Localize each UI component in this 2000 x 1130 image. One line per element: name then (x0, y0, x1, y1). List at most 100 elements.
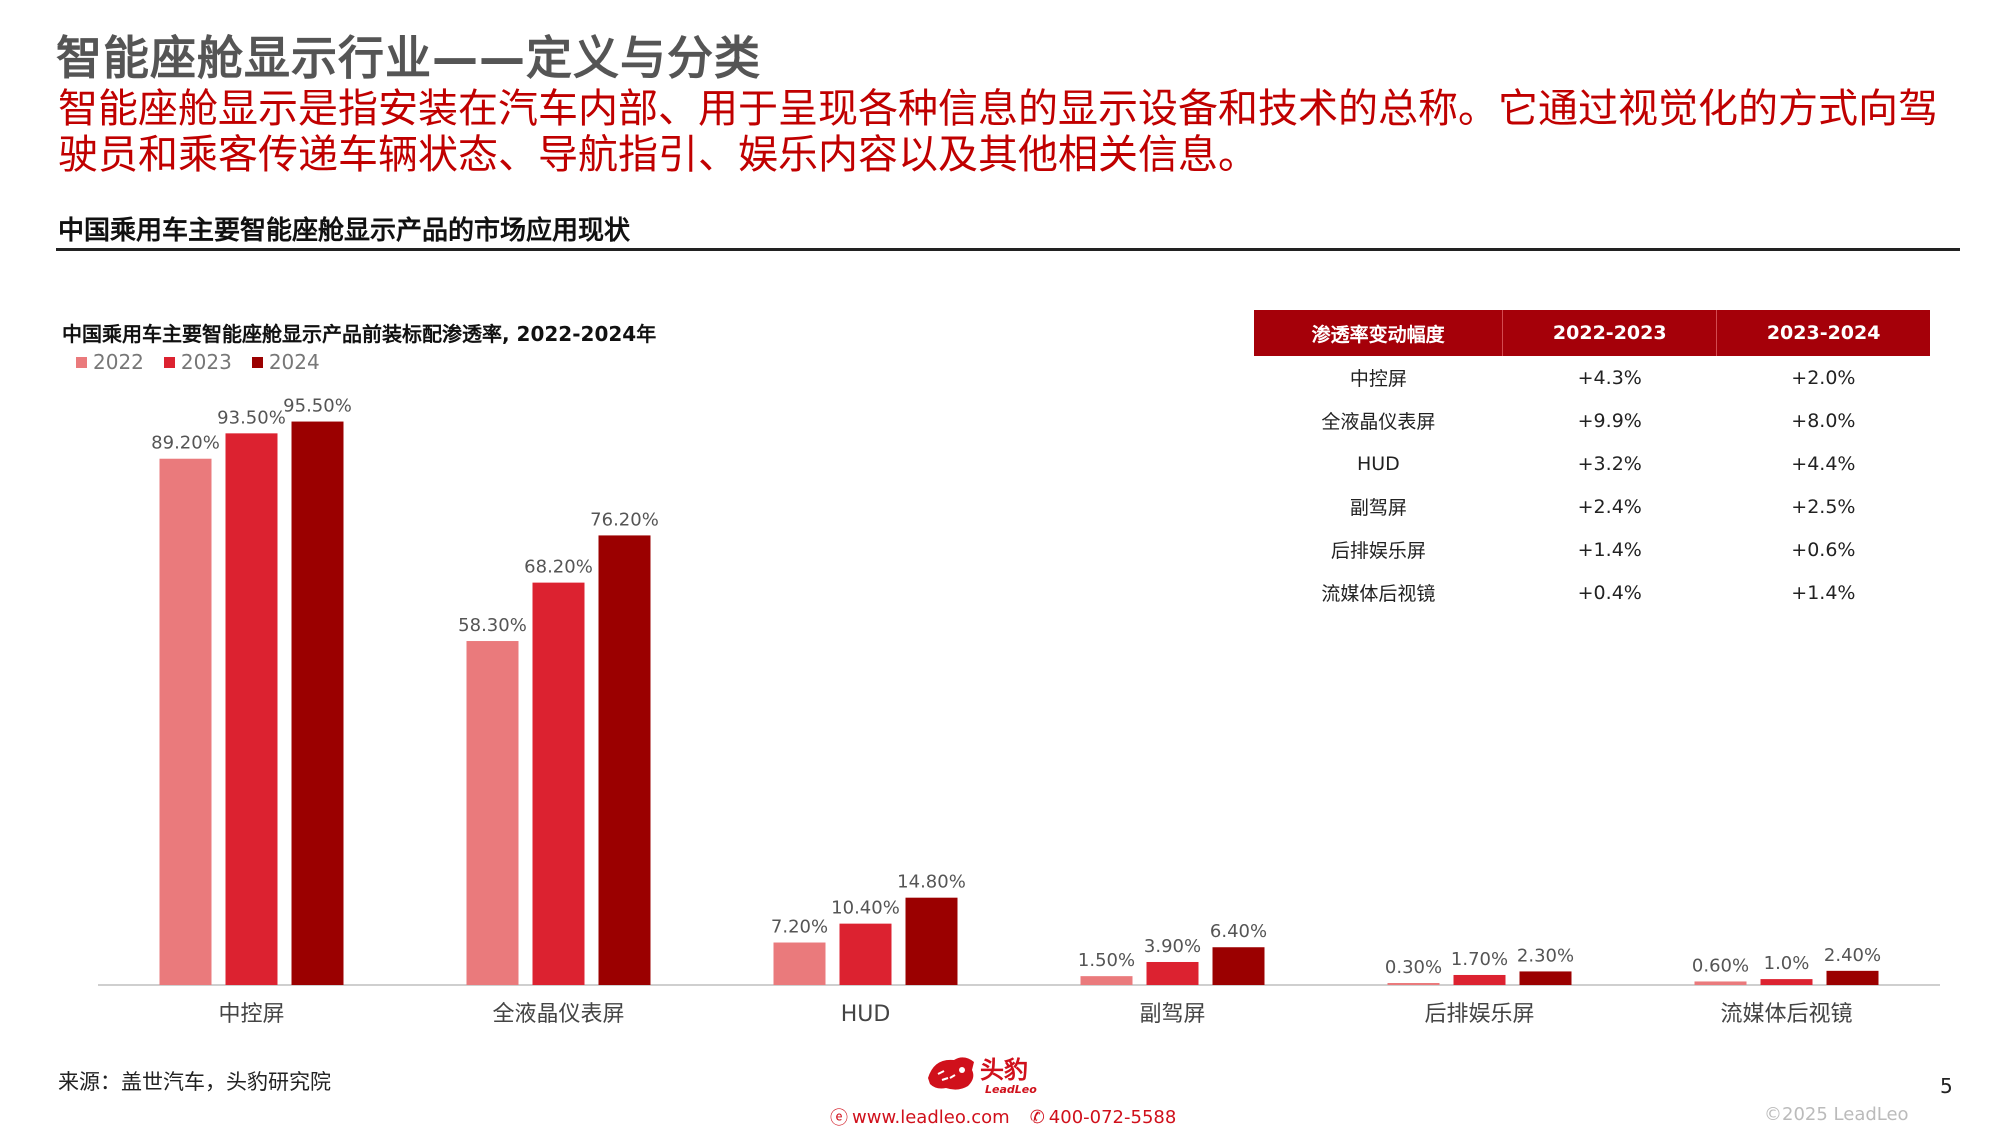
data-label: 1.50% (1078, 950, 1135, 971)
table-header-row: 渗透率变动幅度 2022-2023 2023-2024 (1254, 310, 1930, 356)
table-cell: 流媒体后视镜 (1321, 583, 1436, 605)
data-label: 10.40% (831, 898, 900, 919)
table-row: 后排娱乐屏 +1.4% +0.6% (1254, 528, 1930, 571)
table-cell: +9.9% (1577, 409, 1642, 432)
source-note: 来源：盖世汽车，头豹研究院 (58, 1070, 331, 1094)
data-label: 7.20% (771, 917, 828, 938)
x-tick-label: HUD (841, 1002, 891, 1027)
legend-item-2023: 2023 (163, 350, 232, 374)
bar-2023 (1453, 974, 1506, 985)
legend-swatch-2022 (76, 356, 87, 368)
page-title: 智能座舱显示行业——定义与分类 (56, 31, 761, 85)
data-label: 1.0% (1764, 953, 1810, 974)
bar-2024 (291, 421, 344, 985)
bar-2024 (1212, 947, 1265, 985)
phone-text: 400-072-5588 (1048, 1106, 1177, 1128)
table-cell: +1.4% (1577, 538, 1642, 561)
bar-2022 (1694, 981, 1747, 985)
legend-item-2022: 2022 (76, 350, 144, 374)
table-cell: HUD (1356, 452, 1400, 475)
web-icon: ⓔ (830, 1108, 848, 1129)
table-cell: 后排娱乐屏 (1330, 540, 1426, 562)
table-header-cell: 渗透率变动幅度 (1254, 310, 1504, 356)
table-row: 中控屏 +4.3% +2.0% (1254, 356, 1930, 399)
page-description: 智能座舱显示是指安装在汽车内部、用于呈现各种信息的显示设备和技术的总称。它通过视… (58, 86, 1938, 178)
penetration-change-table: 渗透率变动幅度 2022-2023 2023-2024 中控屏 +4.3% +2… (1254, 310, 1930, 614)
data-label: 3.90% (1144, 936, 1201, 957)
x-tick-label: 全液晶仪表屏 (492, 1002, 624, 1027)
table-cell: +4.3% (1577, 366, 1642, 389)
table-row: 副驾屏 +2.4% +2.5% (1254, 485, 1930, 528)
data-label: 1.70% (1451, 949, 1508, 970)
legend-label-2024: 2024 (268, 350, 320, 374)
data-label: 76.20% (590, 509, 659, 530)
table-cell: +8.0% (1791, 409, 1856, 432)
bar-2024 (905, 897, 958, 985)
bar-2023 (225, 433, 278, 986)
data-label: 2.30% (1517, 945, 1574, 966)
bar-2023 (839, 923, 892, 985)
legend-item-2024: 2024 (251, 350, 320, 374)
data-label: 89.20% (151, 433, 220, 454)
table-cell: +0.4% (1577, 581, 1642, 604)
legend-swatch-2023 (163, 356, 175, 368)
chart-legend: 2022 2023 2024 (76, 350, 320, 374)
data-label: 68.20% (524, 557, 593, 578)
table-row: HUD +3.2% +4.4% (1254, 442, 1930, 485)
table-row: 流媒体后视镜 +0.4% +1.4% (1254, 571, 1930, 614)
table-cell: 副驾屏 (1349, 497, 1407, 519)
table-cell: +4.4% (1791, 452, 1856, 475)
bar-2023 (1760, 979, 1813, 985)
x-tick-label: 后排娱乐屏 (1424, 1002, 1534, 1027)
data-label: 95.50% (283, 396, 352, 417)
bar-2023 (532, 582, 585, 985)
copyright: ©2025 LeadLeo (1764, 1104, 1909, 1125)
data-label: 58.30% (458, 615, 527, 636)
data-label: 6.40% (1210, 921, 1267, 942)
data-label: 0.60% (1692, 955, 1749, 976)
logo-name: 头豹 (980, 1056, 1028, 1084)
table-cell: +2.4% (1577, 495, 1642, 518)
table-cell: 全液晶仪表屏 (1321, 411, 1436, 433)
x-tick-label: 副驾屏 (1139, 1002, 1205, 1027)
chart-title: 中国乘用车主要智能座舱显示产品前装标配渗透率, 2022-2024年 (62, 322, 657, 346)
bar-2024 (1519, 971, 1572, 985)
table-row: 全液晶仪表屏 +9.9% +8.0% (1254, 399, 1930, 442)
data-label: 2.40% (1824, 945, 1881, 966)
data-label: 0.30% (1385, 957, 1442, 978)
table-cell: +2.0% (1791, 366, 1856, 389)
leopard-logo-icon (928, 1057, 974, 1090)
legend-swatch-2024 (251, 356, 263, 368)
table-cell: +2.5% (1791, 495, 1856, 518)
page-number: 5 (1940, 1074, 1953, 1098)
table-header-cell: 2022-2023 (1502, 310, 1718, 356)
bar-2024 (598, 535, 651, 985)
x-tick-label: 流媒体后视镜 (1720, 1002, 1852, 1027)
table-header-cell: 2023-2024 (1716, 310, 1930, 356)
legend-label-2022: 2022 (93, 350, 144, 374)
bar-2022 (159, 458, 212, 986)
website-link[interactable]: ⓔ www.leadleo.com (830, 1104, 1010, 1130)
data-label: 93.50% (217, 407, 286, 428)
bar-2022 (466, 641, 519, 985)
section-title: 中国乘用车主要智能座舱显示产品的市场应用现状 (58, 216, 631, 246)
table-cell: +0.6% (1791, 538, 1856, 561)
bar-2024 (1826, 970, 1879, 985)
data-label: 14.80% (897, 872, 966, 893)
table-cell: +3.2% (1577, 452, 1642, 475)
bar-2022 (773, 942, 826, 985)
website-text: www.leadleo.com (852, 1106, 1010, 1128)
bar-2022 (1387, 983, 1440, 985)
logo-subtitle: LeadLeo (985, 1083, 1037, 1096)
bar-2022 (1080, 976, 1133, 985)
section-divider (56, 248, 1960, 251)
phone-link[interactable]: ✆ 400-072-5588 (1030, 1107, 1177, 1128)
legend-label-2023: 2023 (180, 350, 232, 374)
bar-2023 (1146, 961, 1199, 985)
contact-info: ⓔ www.leadleo.com ✆ 400-072-5588 (830, 1104, 1176, 1130)
phone-icon: ✆ (1029, 1106, 1045, 1128)
x-tick-label: 中控屏 (218, 1002, 284, 1027)
table-cell: +1.4% (1791, 581, 1856, 604)
table-cell: 中控屏 (1349, 368, 1407, 390)
